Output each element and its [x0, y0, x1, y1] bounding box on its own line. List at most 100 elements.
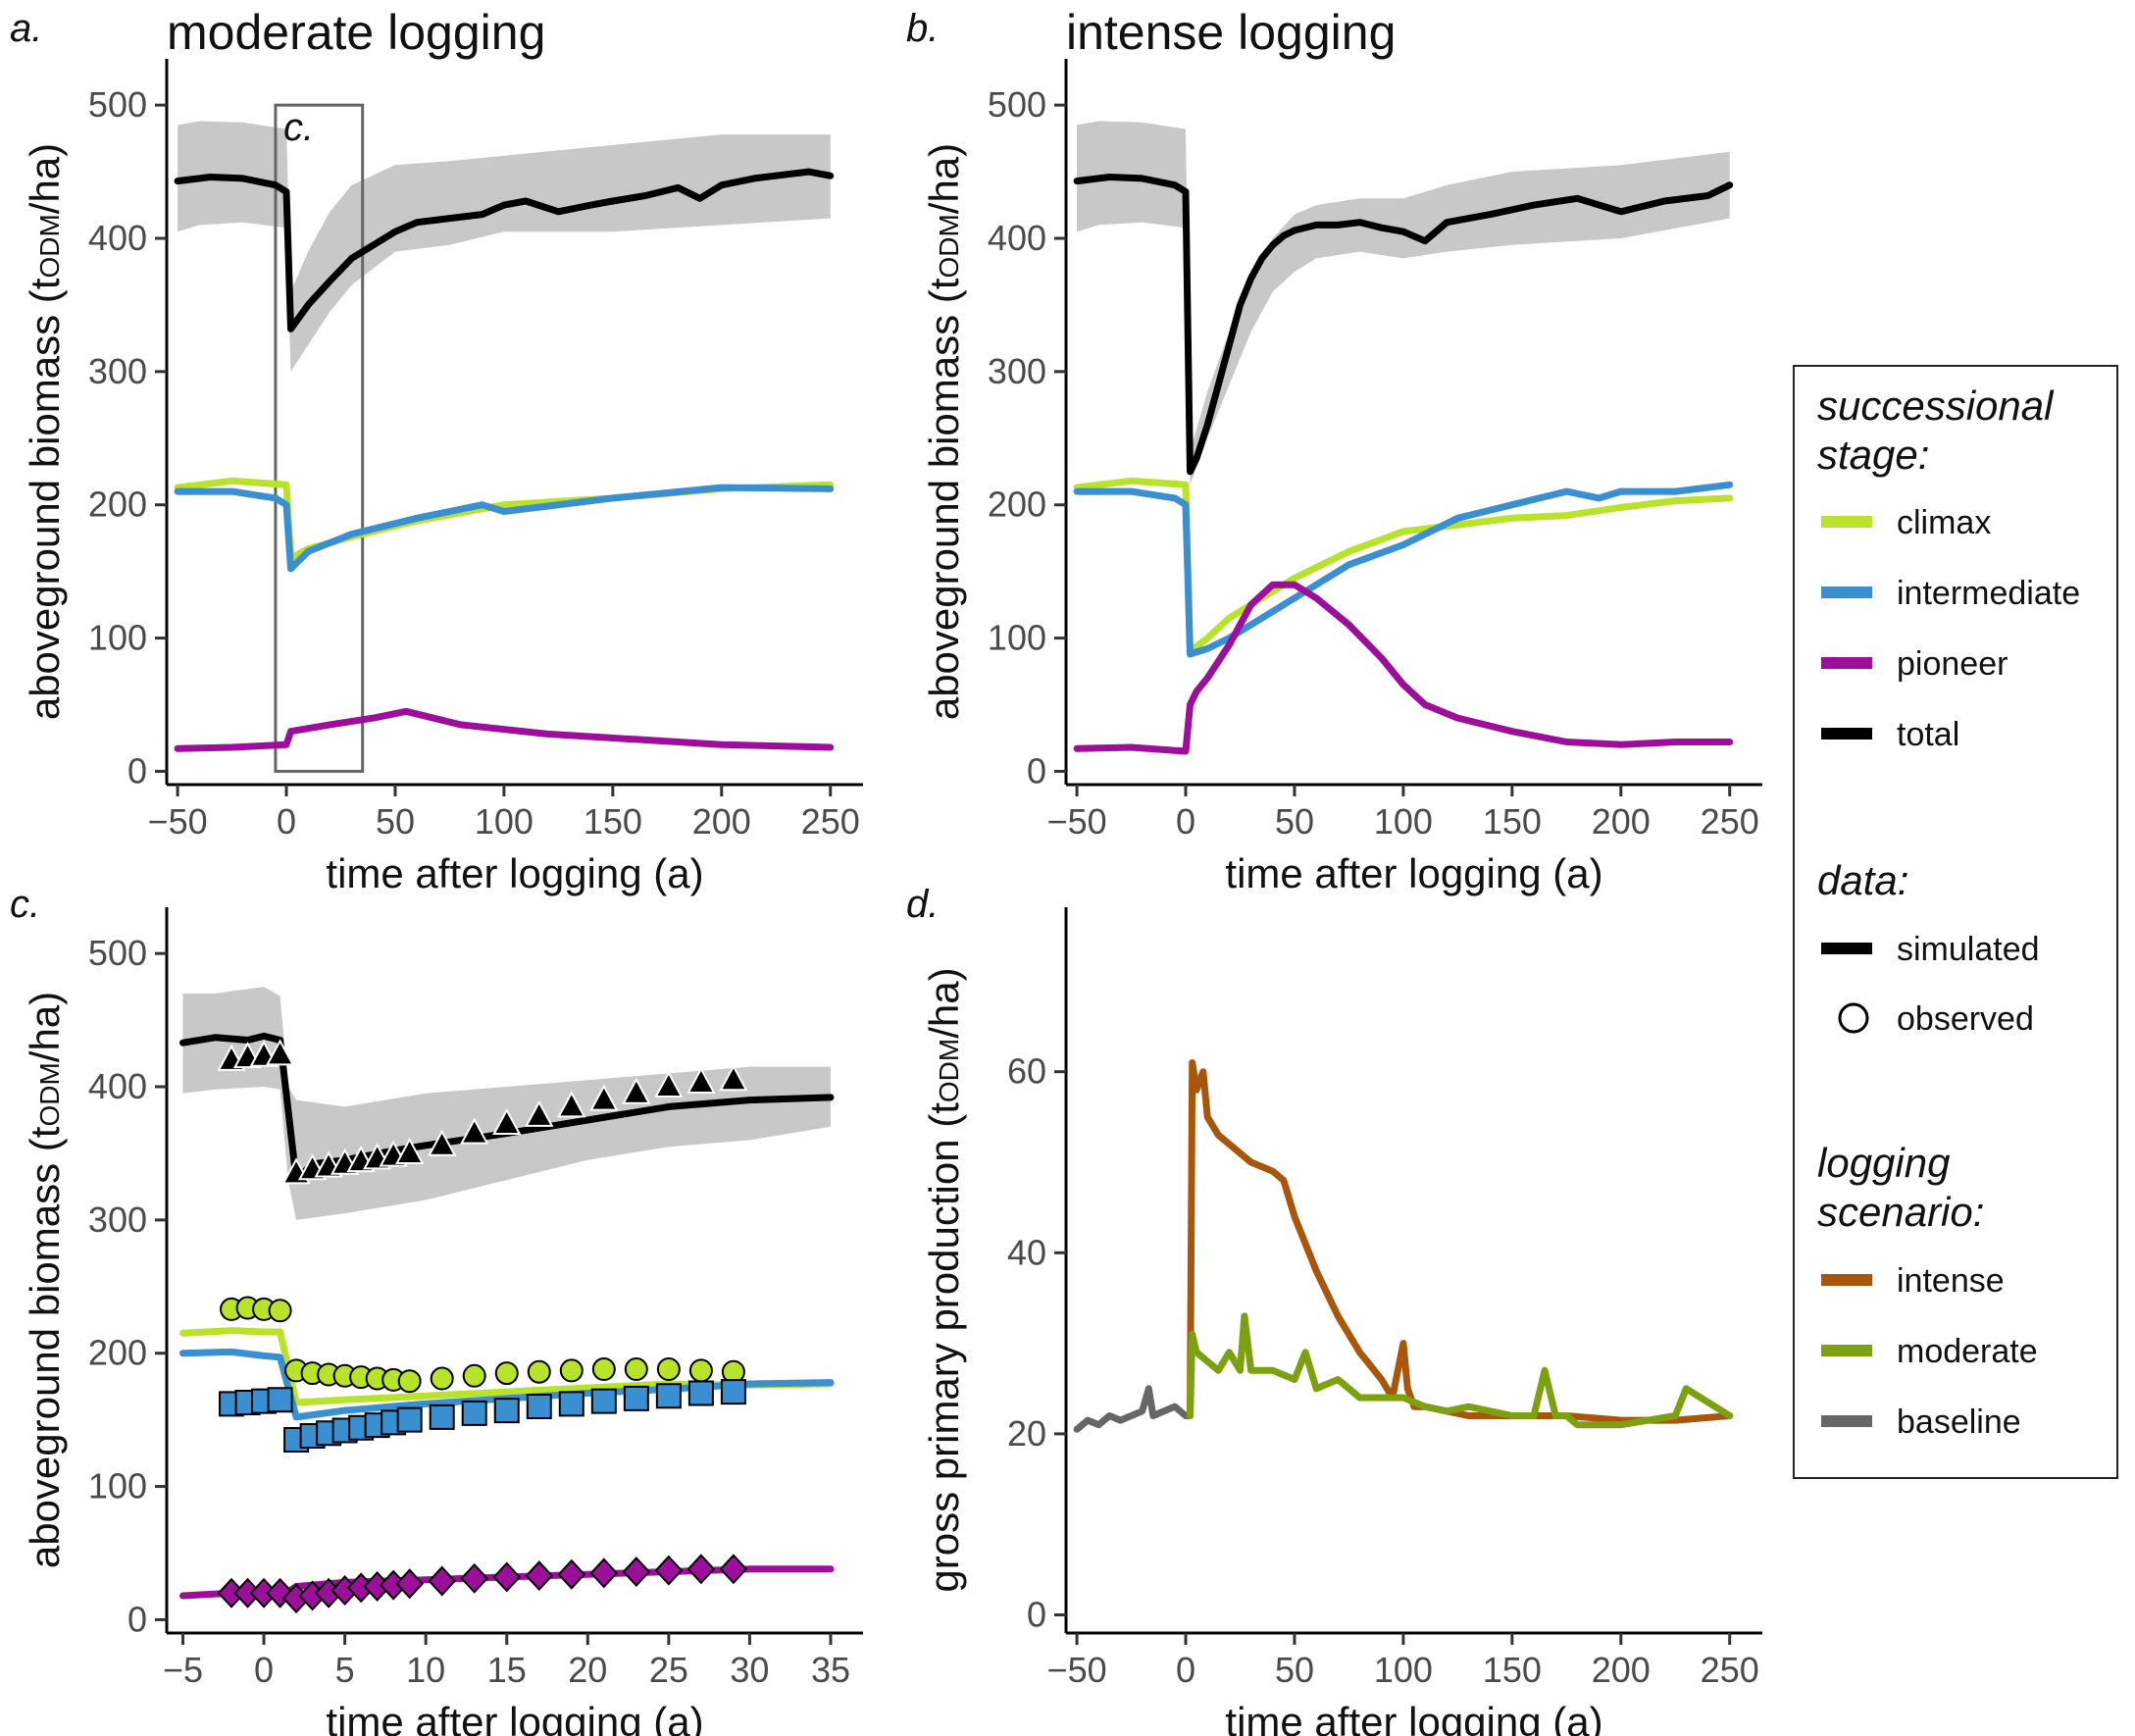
legend-marker-observed — [1838, 1002, 1869, 1034]
x-tick-label: 150 — [584, 801, 642, 842]
observed-point-climax — [430, 1366, 454, 1391]
x-axis-title: time after logging (a) — [326, 850, 703, 896]
observed-point-climax — [591, 1357, 616, 1382]
panel-letter: d. — [906, 883, 939, 926]
series-line-pioneer — [174, 707, 835, 752]
y-tick-label: 300 — [88, 351, 147, 391]
y-tick-label: 400 — [88, 218, 147, 258]
observed-point-intermediate — [655, 1383, 682, 1409]
observed-point-total — [265, 1039, 295, 1066]
observed-point-climax — [527, 1359, 551, 1384]
series-line-moderate — [1187, 1312, 1734, 1429]
x-tick-label: 0 — [254, 1650, 274, 1690]
y-axis-title: aboveground biomass (tODM/ha) — [22, 143, 68, 720]
observed-point-climax — [494, 1361, 519, 1386]
series-line-climax — [179, 1327, 835, 1406]
x-tick-label: 200 — [692, 801, 751, 842]
observed-point-pioneer — [525, 1560, 554, 1592]
y-tick-label: 300 — [88, 1200, 147, 1240]
legend-swatch-simulated — [1821, 943, 1872, 954]
legend-label-pioneer: pioneer — [1897, 645, 2008, 683]
y-tick-label: 500 — [988, 84, 1046, 125]
panel-letter: b. — [906, 7, 939, 50]
legend-label-climax: climax — [1897, 504, 1991, 541]
series-line-intense — [1187, 1059, 1734, 1424]
observed-point-intermediate — [396, 1406, 423, 1433]
y-tick-label: 0 — [1027, 750, 1046, 791]
panel-letter: c. — [10, 883, 40, 926]
x-tick-label: 0 — [1176, 801, 1195, 842]
y-tick-label: 500 — [88, 933, 147, 973]
legend-swatch-intermediate — [1821, 587, 1872, 598]
observed-point-intermediate — [461, 1400, 487, 1426]
observed-point-intermediate — [687, 1380, 714, 1406]
legend-stage-heading-2: stage: — [1817, 432, 1929, 478]
observed-point-pioneer — [589, 1557, 619, 1589]
y-tick-label: 0 — [127, 750, 147, 791]
observed-point-intermediate — [493, 1398, 520, 1424]
x-tick-label: 10 — [406, 1650, 445, 1690]
x-tick-label: −5 — [163, 1650, 203, 1690]
observed-point-total — [686, 1066, 716, 1094]
observed-point-total — [719, 1064, 748, 1092]
observed-point-pioneer — [395, 1568, 425, 1600]
legend-scenario-heading-1: logging — [1817, 1140, 1950, 1186]
y-tick-label: 400 — [988, 218, 1046, 258]
observed-point-total — [428, 1129, 457, 1156]
x-tick-label: 15 — [487, 1650, 527, 1690]
x-tick-label: 25 — [649, 1650, 688, 1690]
uncertainty-band — [178, 121, 831, 372]
x-tick-label: 50 — [1275, 801, 1314, 842]
x-tick-label: 200 — [1592, 1650, 1651, 1690]
legend-label-total: total — [1897, 716, 1959, 753]
observed-point-intermediate — [623, 1385, 649, 1411]
y-tick-label: 200 — [88, 1333, 147, 1373]
legend-swatch-pioneer — [1821, 657, 1872, 669]
observed-point-intermediate — [429, 1404, 455, 1430]
observed-point-climax — [688, 1358, 713, 1383]
observed-point-pioneer — [428, 1565, 457, 1597]
y-tick-label: 200 — [988, 485, 1046, 525]
x-tick-label: 150 — [1483, 1650, 1542, 1690]
inset-label: c. — [283, 106, 314, 149]
observed-point-intermediate — [526, 1394, 552, 1420]
legend-frame — [1793, 365, 2118, 1479]
legend-swatch-total — [1821, 728, 1872, 740]
legend-label-intense: intense — [1897, 1262, 2005, 1300]
observed-point-climax — [462, 1363, 486, 1388]
inset-box — [274, 103, 365, 773]
panel-letter: a. — [10, 7, 42, 50]
x-tick-label: 100 — [475, 801, 534, 842]
series-line-total — [1073, 174, 1734, 476]
y-tick-label: 200 — [88, 485, 147, 525]
observed-point-intermediate — [720, 1379, 746, 1405]
panel-title: moderate logging — [167, 5, 545, 60]
y-tick-label: 0 — [1027, 1595, 1046, 1635]
x-axis-title: time after logging (a) — [1225, 1699, 1602, 1736]
x-tick-label: 250 — [801, 801, 860, 842]
series-line-pioneer — [1073, 581, 1734, 755]
legend-swatch-baseline — [1821, 1415, 1872, 1427]
y-tick-label: 20 — [1007, 1413, 1046, 1454]
x-axis-title: time after logging (a) — [326, 1699, 703, 1736]
observed-point-climax — [397, 1369, 422, 1394]
observed-point-intermediate — [558, 1391, 585, 1417]
legend-label-intermediate: intermediate — [1897, 575, 2080, 612]
y-tick-label: 100 — [88, 618, 147, 658]
observed-point-climax — [624, 1357, 648, 1382]
x-tick-label: 5 — [335, 1650, 355, 1690]
legend-data-heading: data: — [1817, 857, 1908, 903]
observed-point-total — [557, 1091, 586, 1118]
observed-point-pioneer — [622, 1557, 651, 1587]
observed-point-pioneer — [686, 1554, 716, 1585]
observed-point-pioneer — [654, 1555, 684, 1586]
x-tick-label: −50 — [1047, 1650, 1107, 1690]
y-tick-label: 0 — [127, 1599, 147, 1639]
observed-point-total — [589, 1084, 619, 1111]
series-line-baseline — [1073, 1385, 1194, 1433]
x-tick-label: 20 — [568, 1650, 607, 1690]
legend-scenario-heading-2: scenario: — [1817, 1189, 1984, 1235]
